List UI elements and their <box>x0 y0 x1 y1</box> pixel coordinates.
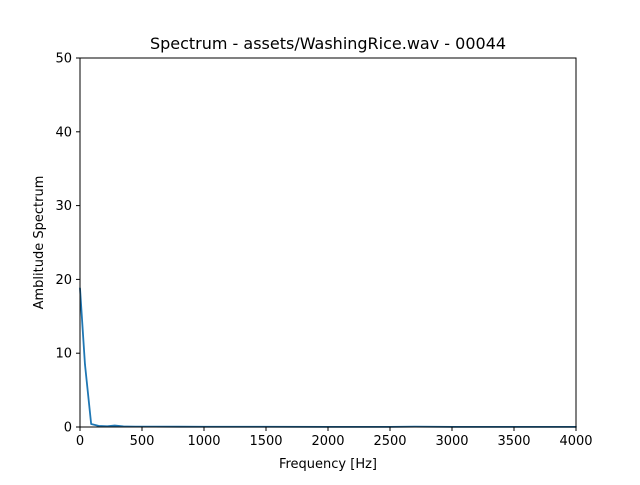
y-axis-label: Amblitude Spectrum <box>32 176 47 310</box>
y-tick-label: 50 <box>55 52 72 67</box>
x-tick-label: 2000 <box>311 434 344 449</box>
y-tick-label: 30 <box>55 199 72 214</box>
y-tick-label: 40 <box>55 125 72 140</box>
y-axis-ticks: 0 10 20 30 40 50 <box>55 52 80 436</box>
x-tick-label: 4000 <box>559 434 592 449</box>
x-tick-label: 500 <box>130 434 155 449</box>
x-axis-ticks: 0 500 1000 1500 2000 2500 3000 3500 4000 <box>76 427 593 449</box>
y-tick-label: 0 <box>64 421 72 436</box>
x-tick-label: 1500 <box>249 434 282 449</box>
chart-title: Spectrum - assets/WashingRice.wav - 0004… <box>150 34 506 53</box>
y-tick-label: 20 <box>55 273 72 288</box>
x-tick-label: 0 <box>76 434 84 449</box>
x-tick-label: 3500 <box>497 434 530 449</box>
x-axis-label: Frequency [Hz] <box>279 457 377 472</box>
y-tick-label: 10 <box>55 347 72 362</box>
x-tick-label: 3000 <box>435 434 468 449</box>
x-tick-label: 2500 <box>373 434 406 449</box>
x-tick-label: 1000 <box>187 434 220 449</box>
